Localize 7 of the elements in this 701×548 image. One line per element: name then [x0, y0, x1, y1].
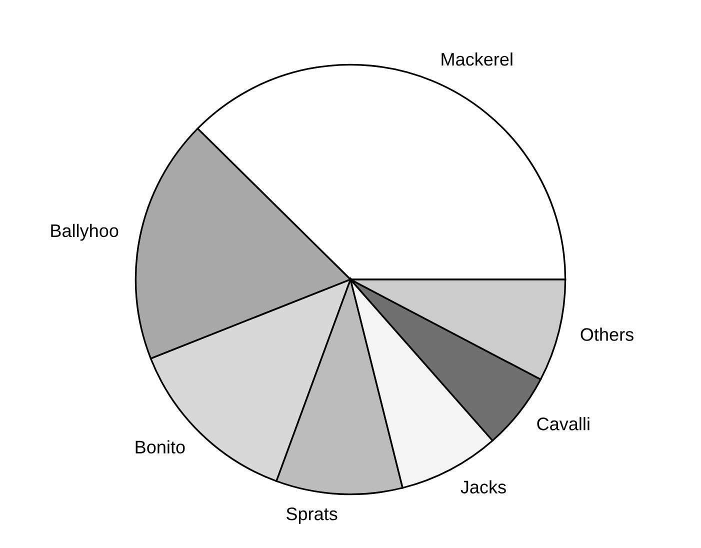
slice-label: Ballyhoo [51, 224, 118, 241]
slice-label: Jacks [460, 480, 506, 494]
slice-label: Bonito [136, 440, 185, 454]
slice-label: Sprats [286, 508, 338, 524]
slice-label: Cavalli [537, 417, 590, 430]
slice-label: Mackerel [442, 52, 512, 66]
slice-label: Others [580, 328, 634, 341]
